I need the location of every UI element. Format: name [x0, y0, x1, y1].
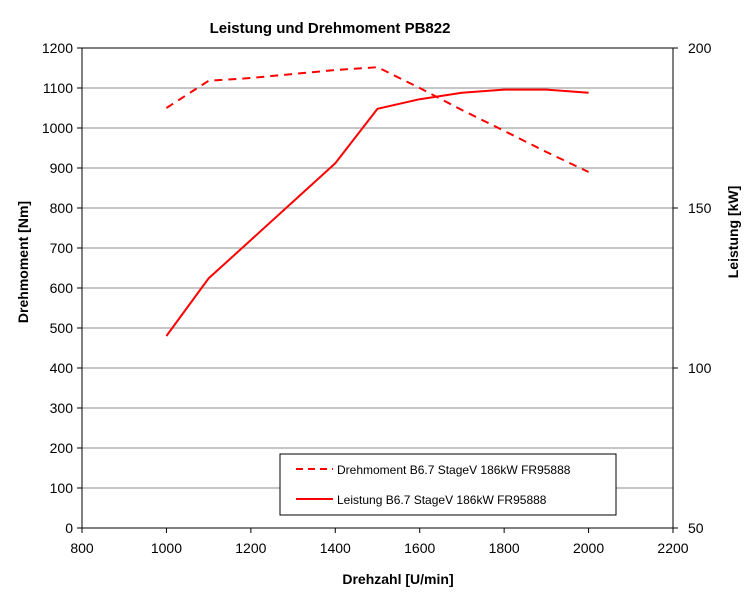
- y-left-tick-label: 1000: [42, 120, 73, 136]
- y-left-tick-label: 200: [50, 440, 74, 456]
- x-tick-label: 1000: [151, 540, 182, 556]
- x-tick-label: 800: [70, 540, 94, 556]
- y-left-tick-label: 900: [50, 160, 74, 176]
- y-right-tick-label: 200: [688, 40, 712, 56]
- x-tick-label: 1600: [404, 540, 435, 556]
- x-tick-label: 2000: [573, 540, 604, 556]
- y-right-tick-label: 50: [688, 520, 704, 536]
- y-left-tick-label: 800: [50, 200, 74, 216]
- legend-box: [279, 453, 617, 516]
- x-tick-label: 1800: [489, 540, 520, 556]
- y-right-tick-label: 100: [688, 360, 712, 376]
- y-left-tick-label: 700: [50, 240, 74, 256]
- series-layer: [165, 66, 590, 337]
- x-tick-label: 1200: [235, 540, 266, 556]
- y-left-tick-label: 400: [50, 360, 74, 376]
- y-left-tick-label: 1200: [42, 40, 73, 56]
- y-axis-left-label: Drehmoment [Nm]: [15, 201, 31, 323]
- legend-label-leistung: Leistung B6.7 StageV 186kW FR95888: [337, 493, 547, 507]
- y-left-tick-label: 300: [50, 400, 74, 416]
- x-tick-label: 1400: [320, 540, 351, 556]
- y-left-tick-label: 500: [50, 320, 74, 336]
- y-right-tick-label: 150: [688, 200, 712, 216]
- x-tick-label: 2200: [657, 540, 688, 556]
- y-axis-right-label: Leistung [kW]: [725, 186, 741, 279]
- x-axis-label: Drehzahl [U/min]: [342, 571, 453, 587]
- y-left-tick-label: 0: [65, 520, 73, 536]
- axis-ticks: 0 100 200 300 400 500 600 700 800 900 1000 1100 1200…: [42, 40, 712, 556]
- y-left-tick-label: 1100: [43, 80, 73, 96]
- y-left-tick-label: 600: [50, 280, 74, 296]
- chart-title: Leistung und Drehmoment PB822: [210, 20, 451, 37]
- series-line-leistung: [165, 88, 589, 337]
- y-left-tick-label: 100: [50, 480, 74, 496]
- legend-label-drehmoment: Drehmoment B6.7 StageV 186kW FR95888: [337, 463, 571, 477]
- legend: Drehmoment B6.7 StageV 186kW FR95888 Lei…: [279, 453, 617, 516]
